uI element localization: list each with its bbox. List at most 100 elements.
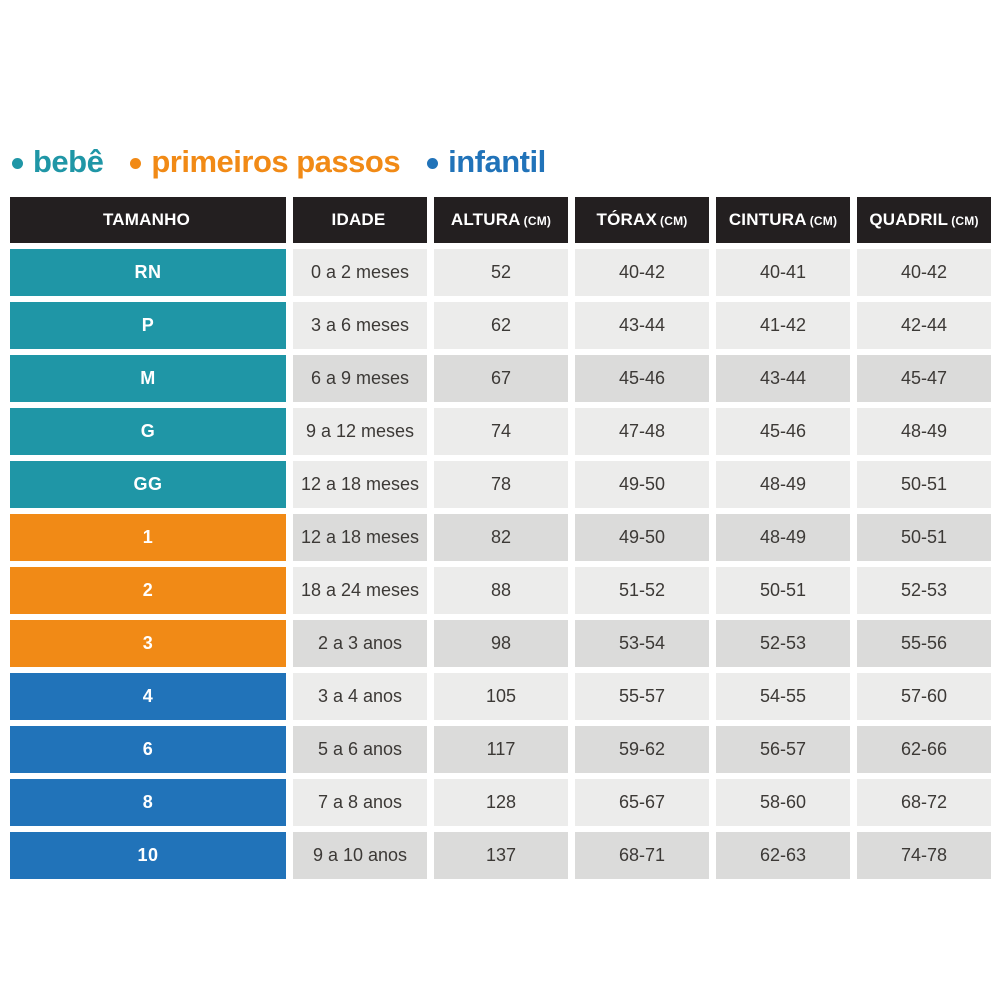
column-header-cintura: CINTURA (CM)	[716, 197, 850, 243]
table-row: 6 5 a 6 anos 117 59-62 56-57 62-66	[10, 726, 991, 773]
waist-cell: 62-63	[716, 832, 850, 879]
hip-cell: 62-66	[857, 726, 991, 773]
height-cell: 78	[434, 461, 568, 508]
size-cell: 3	[10, 620, 286, 667]
legend-item-primeiros-passos: primeiros passos	[130, 144, 401, 180]
column-header-label: TÓRAX	[596, 210, 658, 229]
age-cell: 7 a 8 anos	[293, 779, 427, 826]
waist-cell: 48-49	[716, 461, 850, 508]
hip-cell: 42-44	[857, 302, 991, 349]
hip-cell: 50-51	[857, 514, 991, 561]
chest-cell: 49-50	[575, 461, 709, 508]
column-header-unit: (CM)	[951, 214, 979, 228]
waist-cell: 40-41	[716, 249, 850, 296]
legend-label: primeiros passos	[151, 144, 401, 179]
hip-cell: 57-60	[857, 673, 991, 720]
legend-item-infantil: infantil	[427, 144, 546, 180]
table-row: M 6 a 9 meses 67 45-46 43-44 45-47	[10, 355, 991, 402]
waist-cell: 43-44	[716, 355, 850, 402]
size-table: TAMANHO IDADE ALTURA (CM) TÓRAX (CM) CINTU…	[3, 191, 998, 885]
size-table-header: TAMANHO IDADE ALTURA (CM) TÓRAX (CM) CINTU…	[10, 197, 991, 243]
height-cell: 82	[434, 514, 568, 561]
age-cell: 3 a 4 anos	[293, 673, 427, 720]
height-cell: 98	[434, 620, 568, 667]
table-row: GG 12 a 18 meses 78 49-50 48-49 50-51	[10, 461, 991, 508]
chest-cell: 68-71	[575, 832, 709, 879]
chest-cell: 49-50	[575, 514, 709, 561]
hip-cell: 55-56	[857, 620, 991, 667]
age-cell: 0 a 2 meses	[293, 249, 427, 296]
column-header-label: CINTURA	[728, 210, 807, 229]
waist-cell: 56-57	[716, 726, 850, 773]
size-cell: P	[10, 302, 286, 349]
column-header-label: QUADRIL	[869, 210, 949, 229]
height-cell: 52	[434, 249, 568, 296]
chest-cell: 65-67	[575, 779, 709, 826]
column-header-unit: (CM)	[523, 214, 552, 228]
table-row: 8 7 a 8 anos 128 65-67 58-60 68-72	[10, 779, 991, 826]
table-row: 4 3 a 4 anos 105 55-57 54-55 57-60	[10, 673, 991, 720]
header-row: TAMANHO IDADE ALTURA (CM) TÓRAX (CM) CINTU…	[10, 197, 991, 243]
size-cell: RN	[10, 249, 286, 296]
age-cell: 5 a 6 anos	[293, 726, 427, 773]
hip-cell: 50-51	[857, 461, 991, 508]
height-cell: 88	[434, 567, 568, 614]
legend-label: bebê	[33, 144, 104, 179]
size-cell: G	[10, 408, 286, 455]
column-header-unit: (CM)	[809, 214, 838, 228]
bullet-icon	[130, 158, 142, 169]
size-cell: 4	[10, 673, 286, 720]
chest-cell: 53-54	[575, 620, 709, 667]
hip-cell: 52-53	[857, 567, 991, 614]
column-header-label: IDADE	[331, 210, 386, 229]
chest-cell: 43-44	[575, 302, 709, 349]
bullet-icon	[427, 158, 439, 169]
size-table-body: RN 0 a 2 meses 52 40-42 40-41 40-42 P 3 …	[10, 249, 991, 879]
waist-cell: 48-49	[716, 514, 850, 561]
table-row: G 9 a 12 meses 74 47-48 45-46 48-49	[10, 408, 991, 455]
table-row: 3 2 a 3 anos 98 53-54 52-53 55-56	[10, 620, 991, 667]
table-row: 2 18 a 24 meses 88 51-52 50-51 52-53	[10, 567, 991, 614]
hip-cell: 74-78	[857, 832, 991, 879]
height-cell: 62	[434, 302, 568, 349]
size-cell: GG	[10, 461, 286, 508]
column-header-altura: ALTURA (CM)	[434, 197, 568, 243]
waist-cell: 45-46	[716, 408, 850, 455]
waist-cell: 54-55	[716, 673, 850, 720]
table-row: 1 12 a 18 meses 82 49-50 48-49 50-51	[10, 514, 991, 561]
size-group-legend: bebê primeiros passos infantil	[12, 144, 546, 180]
waist-cell: 52-53	[716, 620, 850, 667]
height-cell: 117	[434, 726, 568, 773]
age-cell: 12 a 18 meses	[293, 514, 427, 561]
age-cell: 12 a 18 meses	[293, 461, 427, 508]
age-cell: 6 a 9 meses	[293, 355, 427, 402]
column-header-quadril: QUADRIL (CM)	[857, 197, 991, 243]
table-row: P 3 a 6 meses 62 43-44 41-42 42-44	[10, 302, 991, 349]
age-cell: 9 a 12 meses	[293, 408, 427, 455]
column-header-label: TAMANHO	[102, 210, 190, 229]
hip-cell: 40-42	[857, 249, 991, 296]
column-header-label: ALTURA	[450, 210, 521, 229]
size-cell: 6	[10, 726, 286, 773]
column-header-tamanho: TAMANHO	[10, 197, 286, 243]
table-row: RN 0 a 2 meses 52 40-42 40-41 40-42	[10, 249, 991, 296]
size-cell: M	[10, 355, 286, 402]
age-cell: 3 a 6 meses	[293, 302, 427, 349]
waist-cell: 58-60	[716, 779, 850, 826]
column-header-torax: TÓRAX (CM)	[575, 197, 709, 243]
column-header-unit: (CM)	[660, 214, 688, 228]
height-cell: 67	[434, 355, 568, 402]
chest-cell: 47-48	[575, 408, 709, 455]
hip-cell: 48-49	[857, 408, 991, 455]
age-cell: 2 a 3 anos	[293, 620, 427, 667]
height-cell: 105	[434, 673, 568, 720]
bullet-icon	[12, 158, 23, 169]
hip-cell: 45-47	[857, 355, 991, 402]
waist-cell: 41-42	[716, 302, 850, 349]
legend-label: infantil	[448, 144, 546, 179]
chest-cell: 51-52	[575, 567, 709, 614]
age-cell: 9 a 10 anos	[293, 832, 427, 879]
height-cell: 74	[434, 408, 568, 455]
size-cell: 2	[10, 567, 286, 614]
